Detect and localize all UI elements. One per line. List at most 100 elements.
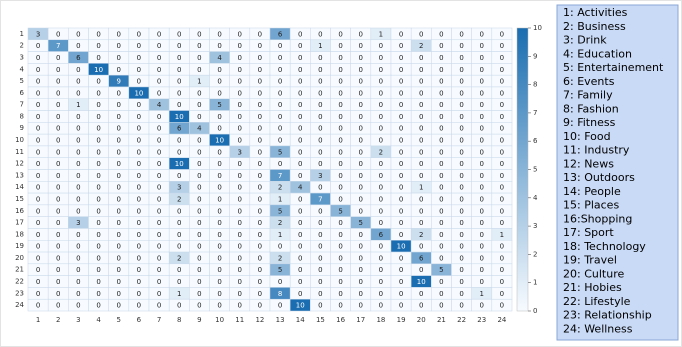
cell-label: 9 xyxy=(117,78,121,86)
cell-label: 0 xyxy=(36,195,40,203)
cell-label: 2 xyxy=(278,254,282,262)
cell-label: 0 xyxy=(439,78,443,86)
cell-label: 0 xyxy=(177,89,181,97)
cell-label: 5 xyxy=(278,266,282,274)
cell-label: 0 xyxy=(318,137,322,145)
cell-label: 6 xyxy=(76,54,81,62)
cell-label: 0 xyxy=(298,42,302,50)
cell-label: 0 xyxy=(379,254,383,262)
cell-label: 1 xyxy=(318,42,322,50)
cell-label: 0 xyxy=(278,125,282,133)
cell-label: 0 xyxy=(480,89,484,97)
cell-label: 0 xyxy=(439,125,443,133)
cell-label: 0 xyxy=(258,42,262,50)
y-tick-label: 20 xyxy=(15,254,24,262)
x-tick-label: 24 xyxy=(497,316,506,324)
cell-label: 0 xyxy=(157,184,161,192)
legend-item: 18: Technology xyxy=(563,240,646,253)
cell-label: 0 xyxy=(76,290,80,298)
cell-label: 0 xyxy=(76,42,80,50)
cell-label: 0 xyxy=(359,278,363,286)
cell-label: 0 xyxy=(258,78,262,86)
cell-label: 0 xyxy=(359,184,363,192)
cell-label: 6 xyxy=(177,125,182,133)
cell-label: 0 xyxy=(56,78,60,86)
cell-label: 0 xyxy=(56,290,60,298)
y-tick-label: 9 xyxy=(20,124,24,132)
cell-label: 0 xyxy=(278,54,282,62)
cell-label: 2 xyxy=(419,231,423,239)
cell-label: 0 xyxy=(258,207,262,215)
cell-label: 0 xyxy=(36,125,40,133)
cell-label: 0 xyxy=(419,290,423,298)
cell-label: 0 xyxy=(96,78,100,86)
x-tick-label: 13 xyxy=(276,316,285,324)
x-tick-label: 15 xyxy=(316,316,325,324)
cell-label: 0 xyxy=(399,148,403,156)
cell-label: 0 xyxy=(258,231,262,239)
cell-label: 0 xyxy=(379,137,383,145)
cell-label: 0 xyxy=(197,207,201,215)
cell-label: 0 xyxy=(379,219,383,227)
cell-label: 5 xyxy=(217,101,221,109)
cell-label: 0 xyxy=(399,195,403,203)
cell-label: 5 xyxy=(278,148,282,156)
cell-label: 0 xyxy=(197,254,201,262)
cell-label: 0 xyxy=(459,172,463,180)
cell-label: 0 xyxy=(318,290,322,298)
cell-label: 0 xyxy=(480,278,484,286)
cell-label: 0 xyxy=(177,137,181,145)
y-tick-label: 2 xyxy=(20,42,24,50)
cell-label: 0 xyxy=(197,148,201,156)
cell-label: 0 xyxy=(419,54,423,62)
cell-label: 0 xyxy=(480,302,484,310)
cell-label: 0 xyxy=(76,195,80,203)
cell-label: 0 xyxy=(137,231,141,239)
cell-label: 0 xyxy=(480,172,484,180)
cell-label: 0 xyxy=(36,172,40,180)
cell-label: 0 xyxy=(56,195,60,203)
x-tick-label: 14 xyxy=(296,316,305,324)
cell-label: 0 xyxy=(217,184,221,192)
cell-label: 0 xyxy=(459,219,463,227)
cell-label: 0 xyxy=(480,113,484,121)
cell-label: 0 xyxy=(500,195,504,203)
cell-label: 0 xyxy=(318,113,322,121)
cell-label: 0 xyxy=(258,219,262,227)
cell-label: 0 xyxy=(56,278,60,286)
cell-label: 0 xyxy=(177,30,181,38)
cell-label: 0 xyxy=(298,207,302,215)
cell-label: 0 xyxy=(500,148,504,156)
cell-label: 0 xyxy=(76,172,80,180)
cell-label: 0 xyxy=(117,172,121,180)
cell-label: 1 xyxy=(278,231,282,239)
x-tick-label: 17 xyxy=(356,316,365,324)
cell-label: 0 xyxy=(177,243,181,251)
legend-item: 8: Fashion xyxy=(563,102,619,115)
cell-label: 1 xyxy=(500,231,504,239)
cell-label: 0 xyxy=(399,137,403,145)
cell-label: 3 xyxy=(238,148,242,156)
cell-label: 0 xyxy=(298,148,302,156)
cell-label: 0 xyxy=(137,302,141,310)
cell-label: 4 xyxy=(217,54,222,62)
cell-label: 0 xyxy=(359,89,363,97)
cell-label: 0 xyxy=(459,148,463,156)
cell-label: 0 xyxy=(439,137,443,145)
cell-label: 0 xyxy=(480,254,484,262)
x-tick-label: 23 xyxy=(477,316,486,324)
cell-label: 0 xyxy=(117,266,121,274)
cell-label: 5 xyxy=(338,207,342,215)
cell-label: 0 xyxy=(217,160,221,168)
cell-label: 10 xyxy=(215,137,224,145)
cell-label: 5 xyxy=(359,219,363,227)
cell-label: 0 xyxy=(137,125,141,133)
cell-label: 0 xyxy=(359,148,363,156)
cell-label: 0 xyxy=(500,278,504,286)
legend-item: 2: Business xyxy=(563,20,626,33)
cell-label: 1 xyxy=(480,290,484,298)
cell-label: 0 xyxy=(278,113,282,121)
cell-label: 0 xyxy=(439,101,443,109)
cell-label: 0 xyxy=(298,125,302,133)
legend-item: 16:Shopping xyxy=(563,212,632,225)
